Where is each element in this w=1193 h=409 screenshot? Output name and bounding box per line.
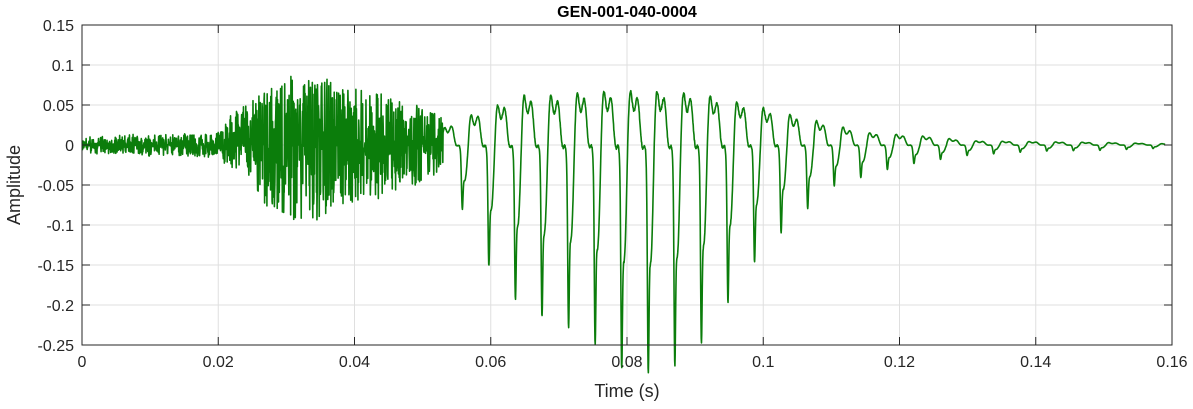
y-tick-label: 0 bbox=[65, 138, 74, 155]
x-tick-label: 0.14 bbox=[1020, 354, 1051, 371]
x-tick-label: 0.06 bbox=[475, 354, 506, 371]
y-tick-label: -0.15 bbox=[38, 258, 75, 275]
x-tick-label: 0.08 bbox=[611, 354, 642, 371]
x-tick-label: 0.16 bbox=[1156, 354, 1187, 371]
chart-title: GEN-001-040-0004 bbox=[557, 4, 697, 21]
y-tick-label: -0.1 bbox=[46, 218, 74, 235]
tick-layer: 0 0.02 0.04 0.06 0.08 0.1 0.12 0.14 0.16 -0.25 -0.… bbox=[38, 18, 1188, 371]
y-tick-label: -0.2 bbox=[46, 298, 74, 315]
y-axis-label: Amplitude bbox=[4, 145, 24, 225]
x-tick-label: 0.1 bbox=[752, 354, 774, 371]
y-tick-label: 0.05 bbox=[43, 98, 74, 115]
plot-layer bbox=[81, 75, 1166, 374]
x-tick-label: 0.04 bbox=[339, 354, 370, 371]
y-tick-label: -0.25 bbox=[38, 338, 75, 355]
y-tick-label: -0.05 bbox=[38, 178, 75, 195]
x-axis-label: Time (s) bbox=[594, 381, 659, 401]
y-tick-label: 0.1 bbox=[52, 58, 74, 75]
y-tick-label: 0.15 bbox=[43, 18, 74, 35]
x-tick-label: 0.12 bbox=[884, 354, 915, 371]
x-tick-label: 0.02 bbox=[203, 354, 234, 371]
waveform-series-line bbox=[81, 75, 1166, 374]
x-tick-label: 0 bbox=[78, 354, 87, 371]
